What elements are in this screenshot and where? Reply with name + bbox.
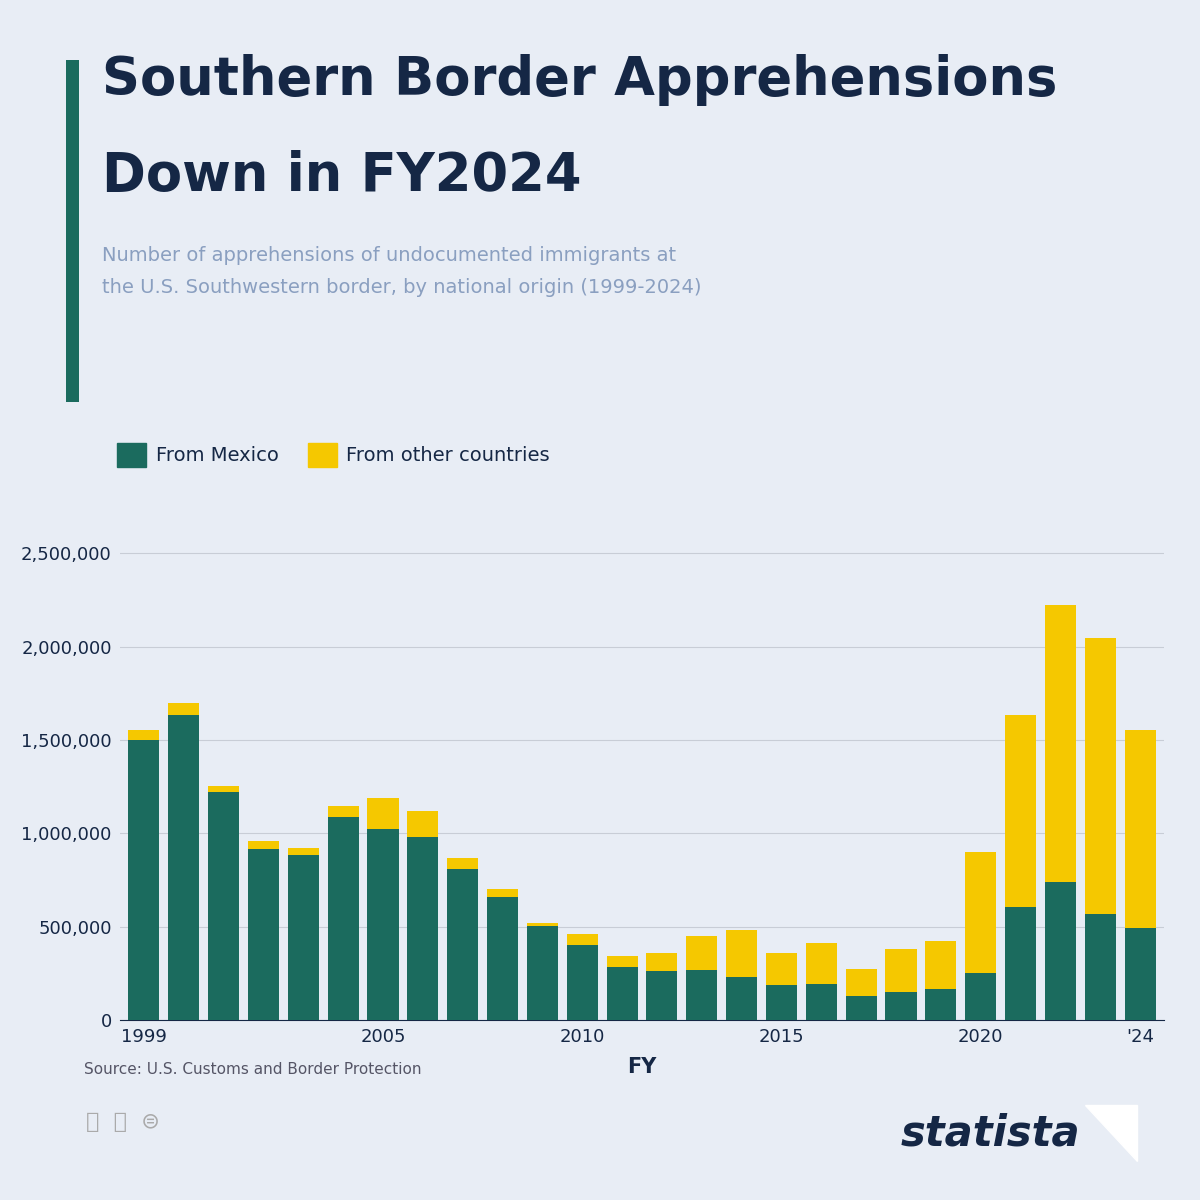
Bar: [208, 792, 239, 1020]
Bar: [248, 848, 278, 1020]
Bar: [566, 934, 598, 944]
Bar: [1085, 913, 1116, 1020]
Text: the U.S. Southwestern border, by national origin (1999‑2024): the U.S. Southwestern border, by nationa…: [102, 278, 702, 298]
Bar: [527, 923, 558, 926]
Bar: [367, 798, 398, 829]
Text: Number of apprehensions of undocumented immigrants at: Number of apprehensions of undocumented …: [102, 246, 676, 265]
Text: statista: statista: [900, 1114, 1080, 1154]
Bar: [288, 856, 319, 1020]
Bar: [965, 852, 996, 972]
Polygon shape: [1085, 1105, 1138, 1160]
Bar: [168, 715, 199, 1020]
Bar: [846, 996, 877, 1020]
Bar: [606, 967, 637, 1020]
Bar: [448, 869, 479, 1020]
Bar: [128, 731, 160, 740]
Bar: [925, 989, 956, 1020]
Bar: [487, 896, 518, 1020]
Bar: [766, 985, 797, 1020]
Bar: [726, 977, 757, 1020]
Bar: [647, 953, 678, 971]
Bar: [168, 703, 199, 715]
Bar: [766, 953, 797, 985]
Bar: [128, 740, 160, 1020]
Bar: [208, 786, 239, 792]
Bar: [886, 949, 917, 991]
Bar: [606, 956, 637, 967]
Bar: [647, 971, 678, 1020]
Bar: [448, 858, 479, 869]
Text: Down in FY2024: Down in FY2024: [102, 150, 582, 202]
Bar: [1045, 605, 1076, 882]
Bar: [288, 848, 319, 856]
Bar: [328, 806, 359, 817]
Bar: [1124, 730, 1156, 928]
Bar: [367, 829, 398, 1020]
Bar: [925, 941, 956, 989]
Bar: [1124, 928, 1156, 1020]
Bar: [328, 817, 359, 1020]
Bar: [487, 889, 518, 896]
Bar: [686, 970, 718, 1020]
Text: Ⓒ  ⓘ  ⊜: Ⓒ ⓘ ⊜: [86, 1112, 161, 1132]
Bar: [527, 926, 558, 1020]
Bar: [886, 991, 917, 1020]
Text: Source: U.S. Customs and Border Protection: Source: U.S. Customs and Border Protecti…: [84, 1062, 421, 1078]
Bar: [726, 930, 757, 977]
Bar: [686, 936, 718, 970]
Bar: [407, 811, 438, 836]
Bar: [1085, 638, 1116, 913]
Bar: [1006, 715, 1036, 906]
Bar: [248, 841, 278, 848]
Bar: [846, 970, 877, 996]
Bar: [566, 944, 598, 1020]
Bar: [1006, 906, 1036, 1020]
Bar: [805, 943, 836, 984]
Legend: From Mexico, From other countries: From Mexico, From other countries: [109, 436, 558, 474]
Bar: [1045, 882, 1076, 1020]
Text: Southern Border Apprehensions: Southern Border Apprehensions: [102, 54, 1057, 106]
Bar: [407, 836, 438, 1020]
Bar: [805, 984, 836, 1020]
X-axis label: FY: FY: [628, 1057, 656, 1078]
Bar: [965, 972, 996, 1020]
